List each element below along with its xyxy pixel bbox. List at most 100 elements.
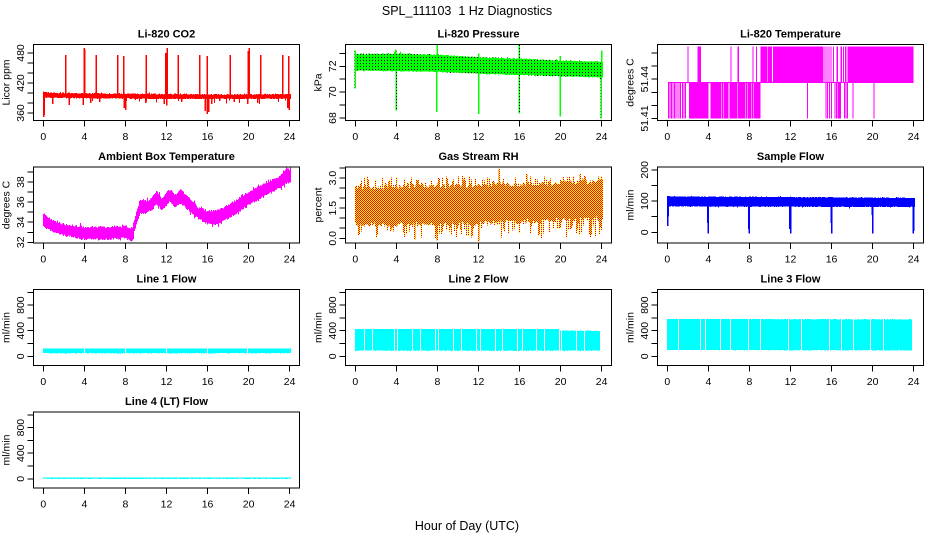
y-axis-title: ml/min <box>313 312 325 343</box>
ambient-box-temperature-series <box>43 167 291 242</box>
x-tick-label: 20 <box>243 376 255 388</box>
x-tick-label: 24 <box>596 254 608 266</box>
y-axis-title: ml/min <box>625 189 637 220</box>
panel-title: Li-820 Temperature <box>740 29 841 41</box>
y-tick-label: 100 <box>639 192 651 210</box>
x-tick-label: 20 <box>867 254 879 266</box>
y-tick-label: 0 <box>327 353 339 359</box>
x-tick-label: 16 <box>514 376 526 388</box>
line-2-flow-series <box>355 328 600 351</box>
x-tick-label: 12 <box>161 131 173 143</box>
y-axis-title: kPa <box>313 73 325 91</box>
figure-title: SPL_111103 1 Hz Diagnostics <box>382 4 552 18</box>
line-1-flow-band <box>43 348 291 354</box>
gas-stream-rh-band <box>355 176 603 239</box>
y-axis-title: ml/min <box>625 312 637 343</box>
line-3-flow-series <box>667 318 912 351</box>
lower-band-block <box>710 82 722 119</box>
panel-title: Line 1 Flow <box>137 274 197 286</box>
x-tick-label: 20 <box>243 131 255 143</box>
x-tick-label: 8 <box>747 376 753 388</box>
x-tick-label: 12 <box>161 376 173 388</box>
plot-frame <box>33 411 300 489</box>
y-tick-label: 420 <box>15 74 27 92</box>
sample-flow-band <box>667 195 915 209</box>
gas-stream-rh-series <box>355 169 603 242</box>
x-tick-label: 8 <box>747 254 753 266</box>
lower-band-block <box>688 82 709 119</box>
y-axis-title: degrees C <box>1 180 13 229</box>
x-tick-label: 16 <box>514 254 526 266</box>
x-tick-label: 16 <box>202 254 214 266</box>
y-tick-label: 38 <box>15 176 27 188</box>
x-tick-label: 4 <box>81 254 87 266</box>
lower-band-block <box>723 82 728 119</box>
x-tick-label: 0 <box>352 376 358 388</box>
x-tick-label: 16 <box>826 376 838 388</box>
x-axis-title: Hour of Day (UTC) <box>415 519 519 533</box>
ambient-box-temperature-band <box>43 167 291 242</box>
x-tick-label: 0 <box>664 376 670 388</box>
x-tick-label: 24 <box>908 254 920 266</box>
lower-band-block <box>747 82 752 119</box>
y-tick-label: 70 <box>327 86 339 98</box>
y-tick-label: 360 <box>15 104 27 122</box>
line-1-flow-series <box>43 348 291 354</box>
lower-band-block <box>739 82 746 119</box>
line-4-lt-flow-band <box>43 477 291 479</box>
y-tick-label: 51.41 <box>639 105 651 131</box>
y-tick-label: 1.5 <box>327 201 339 216</box>
x-tick-label: 20 <box>243 254 255 266</box>
panel-title: Sample Flow <box>757 151 825 163</box>
x-tick-label: 20 <box>867 131 879 143</box>
y-tick-label: 68 <box>327 112 339 124</box>
x-tick-label: 0 <box>40 131 46 143</box>
y-tick-label: 0.0 <box>327 231 339 246</box>
x-tick-label: 20 <box>555 376 567 388</box>
y-axis-title: degrees C <box>625 58 637 107</box>
plot-frame <box>33 289 300 366</box>
y-tick-label: 800 <box>327 296 339 314</box>
line-3-flow-band <box>667 318 912 351</box>
x-tick-label: 12 <box>785 254 797 266</box>
x-tick-label: 16 <box>826 254 838 266</box>
x-tick-label: 0 <box>664 131 670 143</box>
y-axis-title: ml/min <box>1 434 13 465</box>
x-tick-label: 8 <box>435 131 441 143</box>
y-tick-label: 800 <box>15 296 27 314</box>
y-tick-label: 400 <box>327 322 339 340</box>
x-tick-label: 4 <box>393 254 399 266</box>
y-tick-label: 0 <box>639 353 651 359</box>
x-tick-label: 24 <box>284 499 296 511</box>
x-tick-label: 0 <box>352 131 358 143</box>
x-tick-label: 16 <box>202 131 214 143</box>
x-tick-label: 8 <box>123 254 129 266</box>
y-tick-label: 480 <box>15 44 27 62</box>
y-tick-label: 800 <box>639 296 651 314</box>
y-tick-label: 400 <box>639 322 651 340</box>
panel-title: Line 2 Flow <box>449 274 509 286</box>
panel-ambient-box-temperature: Ambient Box Temperature 0 4 8 12 16 20 24 32 34 36… <box>1 151 300 266</box>
y-tick-label: 200 <box>639 161 651 179</box>
y-axis-title: percent <box>313 187 325 222</box>
panel-title: Line 3 Flow <box>761 274 821 286</box>
x-tick-label: 4 <box>705 376 711 388</box>
x-tick-label: 4 <box>81 376 87 388</box>
panel-li820-temperature: Li-820 Temperature 0 4 8 12 16 20 24 51.41 51.44d… <box>625 29 924 143</box>
sample-flow-series <box>667 195 915 234</box>
x-tick-label: 4 <box>393 376 399 388</box>
y-tick-label: 0 <box>15 353 27 359</box>
y-tick-label: 72 <box>327 60 339 72</box>
y-axis-title: ml/min <box>1 312 13 343</box>
x-tick-label: 4 <box>705 131 711 143</box>
x-tick-label: 12 <box>473 254 485 266</box>
x-tick-label: 24 <box>284 376 296 388</box>
